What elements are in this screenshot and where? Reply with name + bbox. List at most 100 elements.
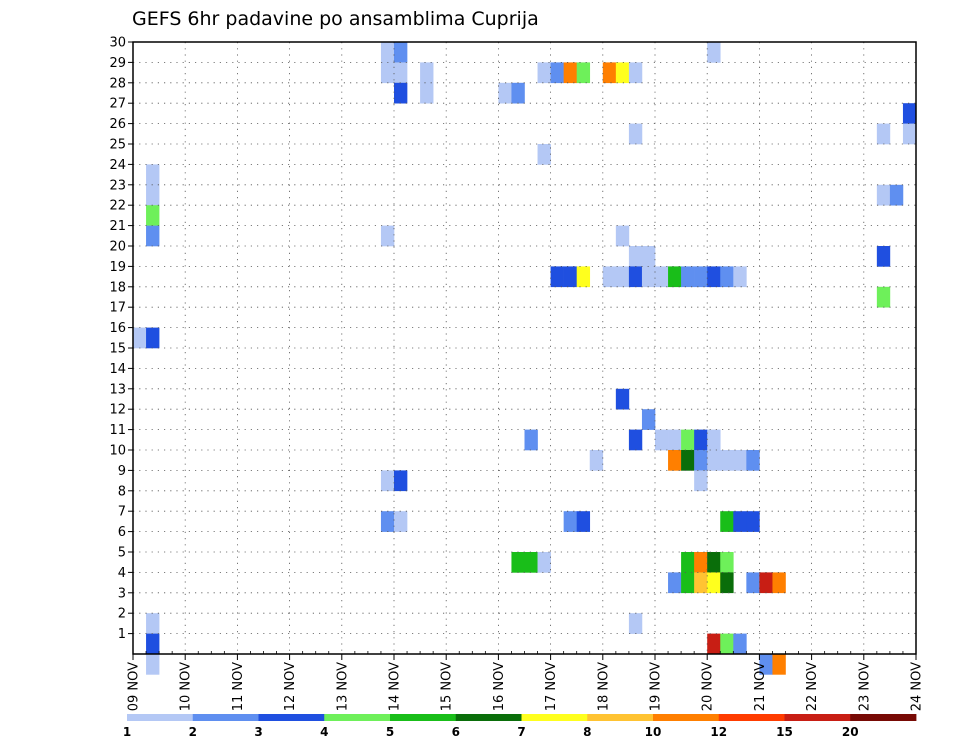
colorbar-segment	[784, 714, 851, 721]
y-tick-label: 9	[118, 464, 126, 479]
heatmap-cell	[615, 266, 630, 288]
colorbar-label: 3	[254, 725, 262, 739]
heatmap-cell	[733, 266, 747, 288]
y-tick-label: 21	[109, 219, 126, 234]
heatmap-cell	[563, 266, 577, 288]
heatmap-cell	[576, 511, 591, 532]
y-tick-label: 16	[109, 321, 126, 336]
colorbar-label: 10	[645, 725, 662, 739]
y-tick-label: 19	[109, 260, 126, 275]
y-tick-label: 10	[109, 444, 126, 459]
heatmap-cell	[746, 450, 760, 471]
x-tick-label: 11 NOV	[231, 662, 246, 711]
colorbar-label: 4	[320, 725, 328, 739]
heatmap-cell	[146, 225, 160, 247]
heatmap-cell	[681, 552, 695, 573]
x-tick-label: 18 NOV	[596, 662, 611, 711]
heatmap-cell	[380, 470, 395, 492]
heatmap-cell	[668, 572, 682, 594]
colorbar-segment	[258, 714, 325, 721]
y-tick-label: 1	[118, 627, 126, 642]
colorbar-label: 8	[583, 725, 591, 739]
x-tick-label: 20 NOV	[701, 662, 716, 711]
colorbar-label: 7	[517, 725, 525, 739]
heatmap-cell	[146, 327, 160, 349]
heatmap-cell	[420, 82, 434, 104]
heatmap-cell	[146, 633, 160, 655]
heatmap-cell	[380, 62, 395, 84]
axis-ticks: 1234567891011121314151617181920212223242…	[109, 36, 924, 712]
x-tick-label: 17 NOV	[544, 662, 559, 711]
heatmap-cell	[759, 654, 773, 675]
heatmap-cell	[655, 429, 669, 451]
x-tick-label: 16 NOV	[492, 662, 507, 711]
y-tick-label: 17	[109, 301, 126, 316]
colorbar-segment	[324, 714, 391, 721]
heatmap-cell	[889, 184, 904, 206]
heatmap-cell	[394, 42, 408, 63]
y-tick-label: 3	[118, 586, 126, 601]
heatmap-cell	[615, 62, 630, 84]
x-tick-label: 15 NOV	[440, 662, 455, 711]
heatmap-cell	[668, 266, 682, 288]
heatmap-cell	[576, 62, 591, 84]
heatmap-cell	[380, 511, 395, 532]
heatmap-cell	[720, 511, 734, 532]
heatmap-cell	[615, 225, 630, 247]
heatmap-cell	[668, 450, 682, 471]
colorbar-label: 1	[123, 725, 131, 739]
heatmap-cell	[380, 225, 395, 247]
y-tick-label: 24	[109, 158, 126, 173]
y-tick-label: 12	[109, 403, 126, 418]
colorbar-label: 6	[452, 725, 460, 739]
x-tick-label: 19 NOV	[649, 662, 664, 711]
heatmap-cell	[537, 552, 551, 573]
heatmap-cell	[420, 62, 434, 84]
y-tick-label: 2	[118, 607, 126, 622]
heatmap-cell	[720, 266, 734, 288]
colorbar-label: 2	[189, 725, 197, 739]
heatmap-cell	[720, 450, 734, 471]
heatmap-cell	[694, 470, 708, 492]
heatmap-cell	[394, 470, 408, 492]
heatmap-cell	[902, 123, 917, 145]
colorbar-label: 5	[386, 725, 394, 739]
heatmap-cell	[628, 266, 643, 288]
grid-lines	[133, 42, 916, 654]
y-tick-label: 6	[118, 525, 126, 540]
heatmap-cell	[628, 613, 643, 634]
y-tick-label: 18	[109, 280, 126, 295]
y-tick-label: 13	[109, 382, 126, 397]
heatmap-cell	[707, 266, 721, 288]
chart-title: GEFS 6hr padavine po ansamblima Cuprija	[132, 8, 539, 30]
heatmap-cell	[511, 82, 525, 104]
heatmap-cell	[602, 266, 617, 288]
heatmap-cell	[733, 633, 747, 655]
colorbar: 1 2 3 4 5 6 7 8 10 12 15 20	[123, 714, 917, 739]
heatmap-cell	[746, 511, 760, 532]
heatmap-cell	[641, 409, 656, 430]
x-tick-label: 12 NOV	[283, 662, 298, 711]
heatmap-cell	[602, 62, 617, 84]
heatmap-cell	[628, 429, 643, 451]
heatmap-cell	[641, 266, 656, 288]
heatmap-cell	[902, 103, 917, 124]
heatmap-cell	[876, 123, 891, 145]
heatmap-cell	[615, 388, 630, 410]
heatmap-cell	[681, 266, 695, 288]
heatmap-cell	[720, 572, 734, 594]
heatmap-cell	[876, 246, 891, 267]
heatmap-cell	[746, 572, 760, 594]
heatmap-cell	[550, 62, 564, 84]
heatmap-cell	[146, 613, 160, 634]
x-tick-label: 21 NOV	[753, 662, 768, 711]
heatmap-cell	[550, 266, 564, 288]
y-tick-label: 29	[109, 56, 126, 71]
heatmap-cell	[668, 429, 682, 451]
heatmap-cell	[876, 184, 891, 206]
heatmap-cell	[655, 266, 669, 288]
x-tick-label: 10 NOV	[179, 662, 194, 711]
y-tick-label: 22	[109, 199, 126, 214]
heatmap-cell	[694, 572, 708, 594]
y-tick-label: 15	[109, 342, 126, 357]
